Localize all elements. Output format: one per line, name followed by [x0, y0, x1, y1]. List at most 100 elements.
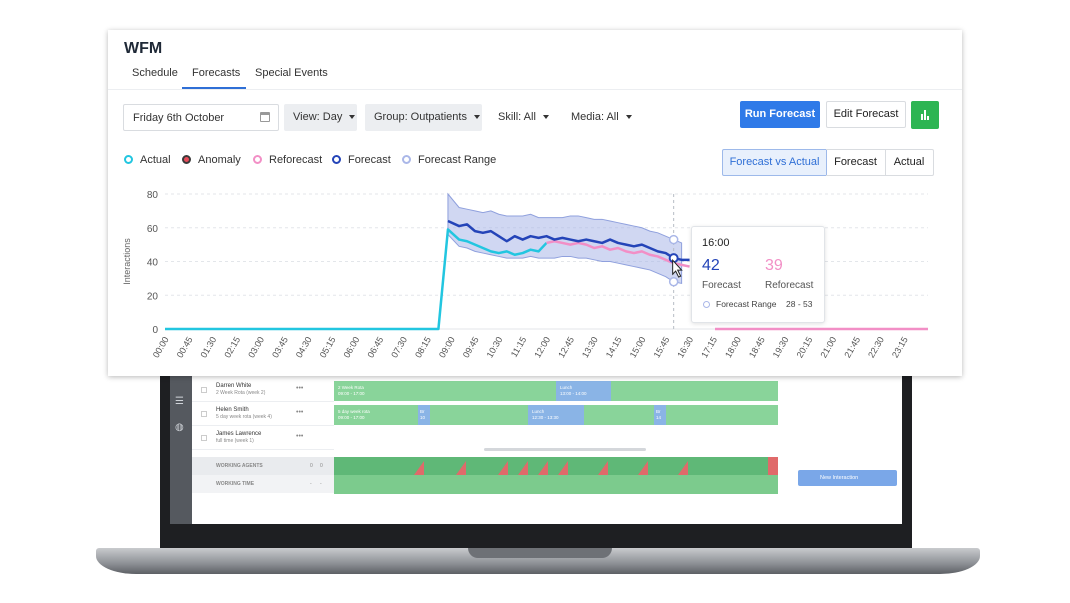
- tab-schedule[interactable]: Schedule: [132, 67, 178, 79]
- row-more-icon[interactable]: •••: [296, 409, 304, 416]
- break-number: 10: [420, 415, 426, 420]
- media-dropdown[interactable]: Media: All: [562, 104, 636, 131]
- x-tick-label: 19:30: [771, 335, 791, 360]
- chevron-down-icon: [625, 115, 632, 120]
- legend-forecast-label: Forecast: [348, 154, 391, 166]
- grid-scrollbar[interactable]: [484, 448, 646, 451]
- active-tab-indicator: [182, 87, 246, 89]
- lunch-bar[interactable]: [556, 381, 611, 401]
- legend-forecast[interactable]: Forecast: [332, 154, 391, 166]
- skill-dropdown[interactable]: Skill: All: [489, 104, 555, 131]
- y-tick-label: 80: [147, 190, 159, 201]
- x-tick-label: 07:30: [389, 335, 409, 360]
- working-agents-sparkbars: [414, 457, 778, 475]
- legend-anomaly-icon: [182, 155, 191, 164]
- working-time-count: -: [320, 481, 322, 487]
- working-agents-count: 0: [310, 463, 313, 469]
- y-tick-label: 0: [152, 325, 158, 336]
- working-time-row: WORKING TIME - -: [192, 475, 334, 493]
- legend-forecast-range-icon: [402, 155, 411, 164]
- row-more-icon[interactable]: •••: [296, 385, 304, 392]
- view-dropdown-label: View: Day: [293, 111, 343, 123]
- working-agents-count: 0: [320, 463, 323, 469]
- legend-anomaly[interactable]: Anomaly: [182, 154, 241, 166]
- x-tick-label: 05:15: [318, 335, 338, 360]
- break-label: Br: [420, 409, 425, 414]
- x-tick-label: 10:30: [485, 335, 505, 360]
- x-tick-label: 00:45: [175, 335, 195, 360]
- shift-time: 09:00 - 17:00: [338, 391, 365, 396]
- row-more-icon[interactable]: •••: [296, 433, 304, 440]
- x-tick-label: 16:30: [675, 335, 695, 360]
- break-bar[interactable]: [654, 405, 666, 425]
- x-tick-label: 18:45: [747, 335, 767, 360]
- x-tick-label: 22:30: [866, 335, 886, 360]
- y-tick-label: 40: [147, 258, 159, 269]
- right-panel: New Interaction: [778, 360, 902, 524]
- agent-rota: 5 day week rota (week 4): [216, 414, 272, 420]
- toggle-forecast-vs-actual[interactable]: Forecast vs Actual: [722, 149, 827, 176]
- y-tick-label: 60: [147, 224, 159, 235]
- x-tick-label: 23:15: [890, 335, 910, 360]
- lunch-label: Lunch: [532, 409, 545, 414]
- x-tick-label: 15:45: [652, 335, 672, 360]
- group-dropdown-label: Group: Outpatients: [374, 111, 467, 123]
- x-tick-label: 12:45: [556, 335, 576, 360]
- agent-row[interactable]: Helen Smith 5 day week rota (week 4) •••: [192, 403, 334, 426]
- new-interaction-button[interactable]: New Interaction: [798, 470, 897, 486]
- agent-rota: 2 Week Rota (week 2): [216, 390, 266, 396]
- tab-special-events[interactable]: Special Events: [255, 67, 328, 79]
- legend-actual[interactable]: Actual: [124, 154, 171, 166]
- date-picker-input[interactable]: Friday 6th October: [123, 104, 279, 131]
- tabs-divider: [108, 89, 962, 90]
- laptop-screen: ⋯ ☰ ◍ Darren White 2 Week Rota (week 2) …: [170, 360, 902, 524]
- tab-forecasts[interactable]: Forecasts: [192, 67, 241, 79]
- agent-row[interactable]: James Lawrence full time (week 1) •••: [192, 427, 334, 450]
- legend-reforecast-label: Reforecast: [269, 154, 323, 166]
- run-forecast-button[interactable]: Run Forecast: [740, 101, 820, 128]
- x-tick-label: 08:15: [413, 335, 433, 360]
- chart-tooltip: 16:00 42 Forecast 39 Reforecast Forecast…: [691, 226, 825, 323]
- rail-globe-icon[interactable]: ◍: [175, 422, 184, 433]
- tooltip-forecast-value: 42: [702, 257, 720, 274]
- row-checkbox[interactable]: [201, 435, 207, 441]
- x-tick-label: 15:00: [628, 335, 648, 360]
- working-time-strip: [334, 475, 778, 494]
- working-agents-heatmap: [334, 457, 778, 475]
- shift-label: 2 Week Rota: [338, 385, 364, 390]
- y-axis-label: Interactions: [122, 238, 132, 285]
- media-dropdown-label: Media: All: [571, 111, 619, 123]
- date-value: Friday 6th October: [133, 112, 225, 124]
- x-tick-label: 14:15: [604, 335, 624, 360]
- calendar-icon[interactable]: [260, 112, 270, 122]
- laptop-notch: [468, 548, 612, 558]
- new-interaction-label: New Interaction: [820, 475, 859, 481]
- x-tick-label: 11:15: [509, 335, 529, 359]
- row-checkbox[interactable]: [201, 387, 207, 393]
- agent-rota: full time (week 1): [216, 438, 254, 444]
- row-checkbox[interactable]: [201, 411, 207, 417]
- legend-reforecast[interactable]: Reforecast: [253, 154, 322, 166]
- agent-row[interactable]: Darren White 2 Week Rota (week 2) •••: [192, 379, 334, 402]
- x-tick-label: 04:30: [294, 335, 314, 360]
- toggle-actual[interactable]: Actual: [885, 149, 934, 176]
- x-tick-label: 20:15: [795, 335, 815, 360]
- x-tick-label: 03:45: [270, 335, 290, 360]
- view-dropdown[interactable]: View: Day: [284, 104, 357, 131]
- tooltip-time: 16:00: [702, 237, 730, 249]
- edit-forecast-button[interactable]: Edit Forecast: [826, 101, 906, 128]
- group-dropdown[interactable]: Group: Outpatients: [365, 104, 482, 131]
- lunch-bar[interactable]: [528, 405, 584, 425]
- legend-anomaly-label: Anomaly: [198, 154, 241, 166]
- x-tick-label: 06:45: [365, 335, 385, 360]
- legend-forecast-range[interactable]: Forecast Range: [402, 154, 496, 166]
- shift-time: 09:00 - 17:00: [338, 415, 365, 420]
- side-rail: ⋯ ☰ ◍: [170, 360, 192, 524]
- rail-list-icon[interactable]: ☰: [175, 396, 184, 407]
- chart-toggle-button[interactable]: [911, 101, 939, 129]
- shift-label: 5 day week rota: [338, 409, 370, 414]
- break-bar[interactable]: [418, 405, 430, 425]
- toggle-forecast[interactable]: Forecast: [826, 149, 886, 176]
- agent-name-column: Darren White 2 Week Rota (week 2) ••• He…: [192, 360, 334, 524]
- tooltip-range-value: 28 - 53: [786, 299, 813, 309]
